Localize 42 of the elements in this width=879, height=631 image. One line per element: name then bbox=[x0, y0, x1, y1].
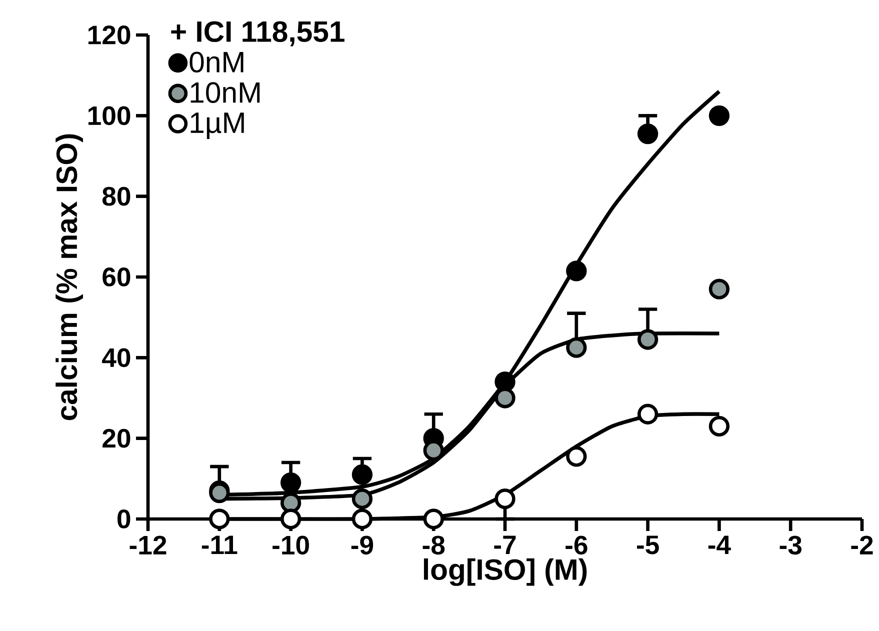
point bbox=[280, 508, 302, 530]
x-axis-title: log[ISO] (M) bbox=[424, 558, 587, 586]
x-tick-label: -2 bbox=[851, 536, 873, 554]
point bbox=[494, 388, 516, 408]
point bbox=[708, 278, 730, 300]
point bbox=[708, 416, 730, 437]
x-tick-label: -12 bbox=[130, 536, 166, 554]
x-tick-label: -7 bbox=[494, 536, 516, 554]
y-tick-label: 60 bbox=[102, 268, 130, 286]
x-tick-label: -5 bbox=[636, 536, 659, 554]
x-tick-label: -4 bbox=[708, 536, 731, 554]
point bbox=[566, 260, 587, 282]
point bbox=[352, 464, 373, 485]
y-tick-label: 120 bbox=[88, 26, 130, 44]
y-tick-label: 100 bbox=[88, 106, 130, 126]
y-tick-label: 40 bbox=[102, 348, 130, 368]
point bbox=[566, 446, 587, 467]
point bbox=[280, 472, 302, 494]
y-tick-label: 0 bbox=[118, 510, 130, 528]
point bbox=[637, 404, 658, 424]
point bbox=[209, 508, 230, 530]
point bbox=[637, 123, 658, 144]
x-tick-label: -8 bbox=[422, 536, 445, 555]
y-axis-title: calcium (% max ISO) bbox=[56, 134, 83, 420]
point bbox=[708, 105, 730, 126]
point bbox=[423, 508, 444, 530]
legend-label: 0nM bbox=[190, 52, 244, 72]
legend-title: + ICI 118,551 bbox=[171, 21, 344, 46]
point bbox=[566, 337, 587, 358]
x-tick-label: -3 bbox=[780, 536, 802, 555]
point bbox=[352, 488, 373, 510]
x-tick-label: -11 bbox=[202, 536, 238, 554]
x-tick-label: -10 bbox=[272, 536, 309, 555]
point bbox=[352, 508, 373, 530]
legend-label: 10nM bbox=[190, 82, 260, 103]
legend-label: 1µM bbox=[190, 112, 244, 139]
y-tick-label: 20 bbox=[102, 428, 130, 448]
x-tick-label: -9 bbox=[351, 536, 374, 555]
y-tick-label: 80 bbox=[102, 186, 130, 206]
point bbox=[637, 329, 658, 350]
x-tick-label: -6 bbox=[566, 536, 588, 555]
point bbox=[494, 488, 516, 510]
